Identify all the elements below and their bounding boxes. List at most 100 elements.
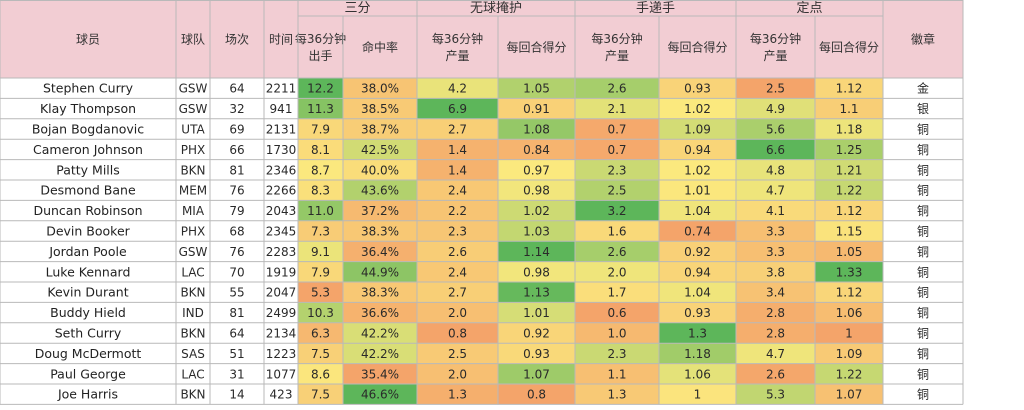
cell-value: 0.98 [523,184,550,198]
table-cell [343,363,417,384]
cell-value: 2.0 [448,306,467,320]
cell-value: IND [182,306,204,320]
cell-value: 1.02 [523,204,550,218]
cell-value: 2.3 [448,225,467,239]
cell-value: 64 [229,327,244,341]
table-cell [264,241,298,262]
table-cell [883,139,963,160]
cell-value: 79 [229,204,244,218]
table-cell [210,282,264,303]
table-cell [298,159,343,180]
table-cell [417,363,498,384]
cell-value: 0.84 [523,143,550,157]
cell-value: 1.04 [684,204,711,218]
column-header: 命中率 [362,40,398,55]
table-cell [659,180,736,201]
table-cell [575,200,659,221]
table-cell [736,220,815,242]
table-cell [176,220,210,242]
table-cell [575,241,659,262]
cell-value: 1.12 [836,204,863,218]
cell-value: 1.02 [684,163,711,177]
table-cell [298,180,343,201]
cell-value: 0.94 [684,265,711,279]
player-name: Buddy Hield [50,305,126,320]
table-cell [498,159,575,180]
table-cell [659,159,736,180]
table-cell [883,343,963,364]
table-cell [659,139,736,160]
cell-value: UTA [181,123,205,137]
cell-value: 1.0 [607,327,626,341]
table-cell [264,220,298,242]
cell-value: 铜 [917,285,929,300]
cell-value: 1730 [266,143,297,157]
table-cell [815,78,883,99]
table-cell [417,98,498,119]
table-cell [659,98,736,119]
table-cell [176,180,210,201]
table-cell [575,384,659,405]
cell-value: 3.3 [766,245,785,259]
table-cell [0,78,176,99]
table-cell [298,118,343,140]
table-cell [575,159,659,180]
table-cell [417,343,498,364]
table-cell [343,98,417,119]
cell-value: 2.2 [448,204,467,218]
table-cell [815,261,883,282]
cell-value: 5.3 [311,286,330,300]
column-header: 每回合得分 [506,40,566,55]
cell-value: 38.5% [361,102,399,116]
cell-value: 铜 [917,142,929,157]
table-cell [343,159,417,180]
cell-value: 1223 [266,347,297,361]
column-header: 场次 [225,33,249,47]
cell-value: 0.91 [523,102,550,116]
cell-value: 42.5% [361,143,399,157]
cell-value: 0.7 [607,143,626,157]
table-cell [264,302,298,323]
cell-value: 2.4 [448,184,467,198]
table-cell [736,180,815,201]
table-cell [343,343,417,364]
cell-value: 1.06 [836,306,863,320]
table-cell [210,322,264,344]
cell-value: 4.1 [766,204,785,218]
table-cell [883,118,963,140]
cell-value: 3.2 [607,204,626,218]
column-header: 每回合得分 [667,40,727,55]
table-cell [659,343,736,364]
table-cell [498,200,575,221]
table-cell [0,261,176,282]
cell-value: 7.5 [311,388,330,402]
table-cell [883,78,963,99]
cell-value: 1.25 [836,143,863,157]
cell-value: 1.22 [836,184,863,198]
table-cell [736,139,815,160]
table-cell [264,98,298,119]
table-cell [176,139,210,160]
cell-value: 2.7 [448,123,467,137]
player-name: Patty Mills [56,162,120,177]
cell-value: 1 [845,327,853,341]
cell-value: 1.06 [684,367,711,381]
cell-value: 2.6 [607,82,626,96]
group-header: 定点 [796,1,822,16]
cell-value: 1.21 [836,163,863,177]
table-cell [210,343,264,364]
table-cell [659,302,736,323]
player-name: Duncan Robinson [33,203,142,218]
cell-value: 1.3 [607,388,626,402]
table-cell [264,159,298,180]
player-name: Jordan Poole [48,244,127,259]
table-cell [883,363,963,384]
table-cell [883,302,963,323]
cell-value: 1 [694,388,702,402]
cell-value: 0.93 [523,347,550,361]
cell-value: 2.8 [766,327,785,341]
table-cell [659,241,736,262]
table-cell [659,220,736,242]
cell-value: 64 [229,82,244,96]
